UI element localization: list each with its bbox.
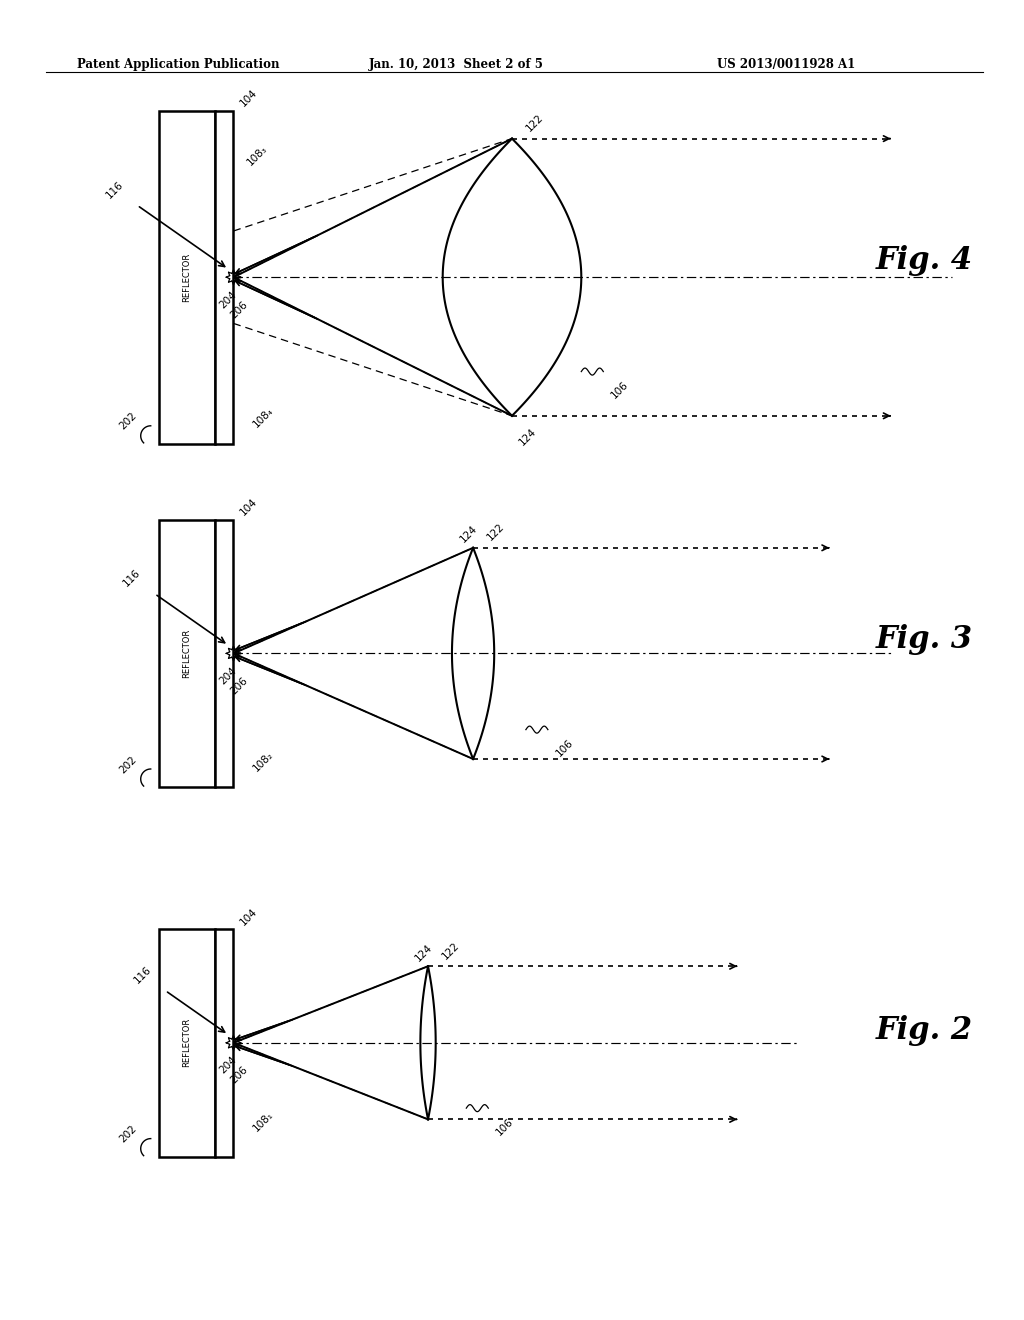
Bar	[159, 111, 215, 444]
Text: 116: 116	[122, 568, 142, 589]
Text: 204: 204	[218, 665, 239, 686]
Text: 106: 106	[554, 738, 574, 759]
Text: 116: 116	[132, 965, 154, 986]
Text: 106: 106	[609, 380, 631, 400]
Text: 124: 124	[413, 942, 434, 964]
Text: 104: 104	[239, 87, 259, 108]
Text: 108₂: 108₂	[252, 748, 275, 774]
Bar	[159, 520, 215, 787]
Text: 122: 122	[440, 940, 461, 961]
Text: 122: 122	[524, 112, 545, 133]
Text: 204: 204	[218, 1055, 239, 1076]
Text: 206: 206	[229, 676, 250, 697]
Text: Fig. 2: Fig. 2	[876, 1015, 973, 1047]
Text: 202: 202	[118, 411, 138, 432]
Text: REFLECTOR: REFLECTOR	[182, 628, 191, 678]
Text: Fig. 4: Fig. 4	[876, 244, 973, 276]
Text: 106: 106	[495, 1117, 515, 1137]
Text: 108₄: 108₄	[252, 405, 275, 430]
Text: Fig. 3: Fig. 3	[876, 624, 973, 655]
Bar	[215, 929, 233, 1156]
Text: 104: 104	[239, 496, 259, 517]
Text: Patent Application Publication: Patent Application Publication	[77, 58, 280, 71]
Text: 116: 116	[104, 180, 125, 201]
Text: 204: 204	[218, 289, 239, 310]
Text: REFLECTOR: REFLECTOR	[182, 1018, 191, 1068]
Bar	[215, 111, 233, 444]
Text: 108₁: 108₁	[252, 1109, 275, 1134]
Text: 202: 202	[118, 754, 138, 775]
Text: 124: 124	[458, 524, 479, 545]
Text: 124: 124	[517, 426, 539, 447]
Bar	[159, 929, 215, 1156]
Text: US 2013/0011928 A1: US 2013/0011928 A1	[717, 58, 855, 71]
Text: REFLECTOR: REFLECTOR	[182, 252, 191, 302]
Text: 108₃: 108₃	[246, 144, 269, 168]
Bar	[215, 520, 233, 787]
Text: 104: 104	[239, 906, 259, 927]
Text: 202: 202	[118, 1123, 138, 1144]
Text: 206: 206	[229, 1065, 250, 1086]
Text: 206: 206	[229, 300, 250, 321]
Text: Jan. 10, 2013  Sheet 2 of 5: Jan. 10, 2013 Sheet 2 of 5	[369, 58, 544, 71]
Text: 122: 122	[485, 521, 506, 543]
